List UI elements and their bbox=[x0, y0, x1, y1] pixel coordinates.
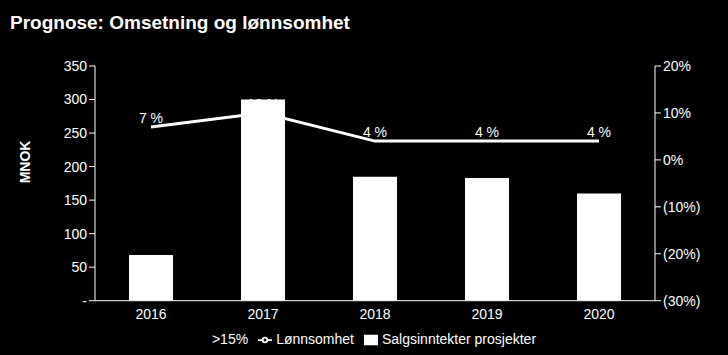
svg-text:300: 300 bbox=[64, 91, 88, 107]
svg-text:MNOK: MNOK bbox=[17, 141, 33, 184]
svg-text:350: 350 bbox=[64, 58, 88, 74]
svg-text:2018: 2018 bbox=[359, 306, 390, 322]
svg-text:250: 250 bbox=[64, 125, 88, 141]
svg-text:100: 100 bbox=[64, 226, 88, 242]
svg-text:(30%): (30%) bbox=[663, 293, 700, 309]
svg-text:0%: 0% bbox=[663, 152, 683, 168]
svg-text:2019: 2019 bbox=[471, 306, 502, 322]
html-text:Prognose: Omsetning og lønnsom: Prognose: Omsetning og lønnsomhet bbox=[10, 12, 350, 33]
html-text:>15%: >15% bbox=[211, 330, 249, 347]
svg-text:50: 50 bbox=[71, 259, 87, 275]
svg-text:4 %: 4 % bbox=[363, 124, 387, 140]
svg-text:150: 150 bbox=[64, 192, 88, 208]
svg-text:10 %: 10 % bbox=[247, 96, 279, 112]
svg-text:(10%): (10%) bbox=[663, 199, 700, 215]
svg-text:7 %: 7 % bbox=[139, 110, 163, 126]
svg-text:20%: 20% bbox=[663, 58, 691, 74]
svg-text:2017: 2017 bbox=[247, 306, 278, 322]
svg-text:200: 200 bbox=[64, 159, 88, 175]
svg-text:10%: 10% bbox=[663, 105, 691, 121]
html-text:Lønnsomhet: Lønnsomhet bbox=[276, 330, 354, 347]
svg-text:4 %: 4 % bbox=[475, 124, 499, 140]
svg-text:2020: 2020 bbox=[583, 306, 614, 322]
svg-text:-: - bbox=[82, 293, 87, 309]
svg-text:4 %: 4 % bbox=[587, 124, 611, 140]
svg-text:2016: 2016 bbox=[135, 306, 166, 322]
svg-text:(20%): (20%) bbox=[663, 246, 700, 262]
html-text:Salgsinntekter prosjekter: Salgsinntekter prosjekter bbox=[382, 330, 536, 347]
